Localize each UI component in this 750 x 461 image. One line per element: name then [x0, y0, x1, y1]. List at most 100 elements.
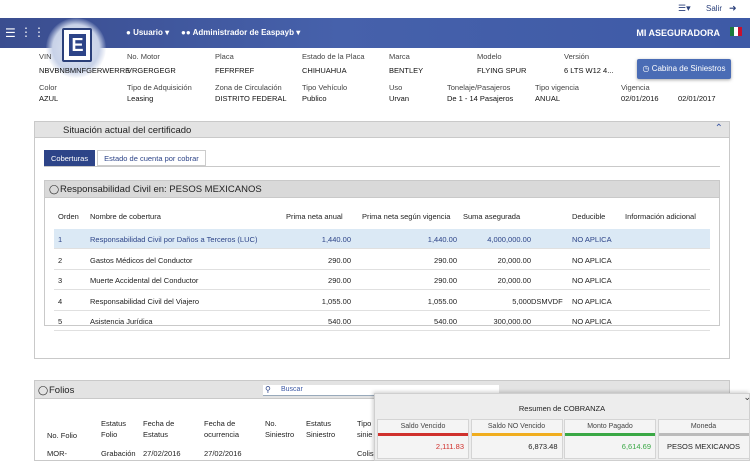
brand-name: MI ASEGURADORA: [636, 28, 720, 38]
cabina-siniestros-button[interactable]: ◷ Cabina de Siniestros: [637, 59, 731, 79]
vehicle-field-value: Leasing: [127, 94, 154, 103]
cobranza-column-label: Monto Pagado: [587, 423, 633, 430]
table-cell: 300,000.00: [493, 317, 531, 326]
vehicle-field-label: VIN: [39, 52, 52, 61]
column-header: Prima neta anual: [286, 212, 343, 221]
table-cell: 540.00: [434, 317, 457, 326]
vehicle-field-label: Zona de Circulación: [215, 83, 282, 92]
table-cell: 3: [58, 276, 63, 285]
cobranza-column-label: Saldo Vencido: [400, 423, 446, 430]
vehicle-field-value: FLYING SPUR: [477, 66, 527, 75]
table-cell: Grabación: [101, 449, 136, 458]
cobranza-status-bar: [378, 433, 468, 436]
vehicle-field-value: Urvan: [389, 94, 410, 103]
vehicle-field-value: DISTRITO FEDERAL: [215, 94, 287, 103]
circle-icon: ◯: [49, 184, 60, 194]
table-cell: NO APLICA: [572, 317, 612, 326]
vehicle-field-value: ANUAL: [535, 94, 561, 103]
salir-link[interactable]: Salir: [705, 4, 722, 13]
table-cell: 290.00: [328, 255, 351, 265]
column-header: Deducible: [572, 212, 606, 221]
chevron-down-icon[interactable]: ⌄: [743, 392, 750, 402]
table-cell: 5,000: [512, 296, 531, 306]
table-cell: 1,440.00: [321, 235, 351, 244]
apps-grid-icon[interactable]: ⋮⋮: [20, 25, 46, 39]
app-logo[interactable]: E: [62, 28, 92, 62]
vehicle-field-value: 6 LTS W12 4...: [564, 66, 614, 75]
table-cell: NO APLICA: [572, 235, 612, 244]
situacion-title: Situación actual del certificado: [63, 125, 192, 136]
cobranza-column: Moneda PESOS MEXICANOS: [657, 419, 750, 459]
vehicle-field-label: Placa: [215, 52, 234, 61]
logo-mark-icon: E: [69, 34, 86, 56]
vehicle-field-label: Tipo Vehículo: [302, 83, 348, 92]
table-cell: Gastos Médicos del Conductor: [90, 255, 193, 265]
chevron-up-icon[interactable]: ⌃: [714, 123, 723, 134]
table-cell: 4,000,000.00: [487, 235, 531, 244]
cobranza-column: Saldo NO Vencido 6,873.48: [470, 419, 563, 459]
table-cell: 540.00: [328, 317, 351, 326]
cobranza-summary: ⌄ Resumen de COBRANZA Saldo Vencido 2,111…: [374, 392, 750, 461]
folios-title: Folios: [49, 385, 75, 396]
search-placeholder: Buscar: [281, 386, 303, 393]
table-row[interactable]: 2 Gastos Médicos del Conductor 290.00 290.0…: [54, 250, 710, 270]
logout-icon[interactable]: ➜: [729, 3, 737, 13]
vehicle-field-label: Modelo: [477, 52, 502, 61]
vehicle-field-label: Versión: [564, 52, 590, 61]
column-header: No. Folio: [47, 431, 78, 440]
rc-header: ◯ Responsabilidad Civil en: PESOS MEXICA…: [45, 181, 719, 198]
situacion-header[interactable]: Situación actual del certificado ⌃: [35, 122, 729, 138]
utility-bar: ☰▾ Salir ➜: [0, 0, 750, 18]
table-row[interactable]: 4 Responsabilidad Civil del Viajero 1,055.…: [54, 291, 710, 311]
vehicle-field-label: Tipo vigencia: [535, 83, 579, 92]
admin-menu[interactable]: ●● Administrador de Easpayb ▾: [181, 28, 301, 37]
table-cell: MOR-201610022: [47, 449, 67, 458]
table-cell: 4: [58, 296, 63, 306]
table-row[interactable]: 3 Muerte Accidental del Conductor 290.00 29…: [54, 270, 710, 290]
vehicle-field-label: Tonelaje/Pasajeros: [447, 83, 511, 92]
table-cell: 20,000.00: [497, 276, 531, 285]
tab-coberturas[interactable]: Coberturas: [44, 150, 96, 166]
column-header: Estatus Siniestro: [306, 419, 336, 439]
print-icon[interactable]: ☰▾: [678, 3, 691, 13]
vehicle-field-value: FEFRFREF: [215, 66, 255, 75]
table-cell: 290.00: [434, 255, 457, 265]
users-icon: ●●: [181, 28, 191, 37]
search-icon: ⚲: [265, 385, 271, 394]
table-cell: NO APLICA: [572, 276, 612, 285]
table-row[interactable]: 5 Asistencia Jurídica 540.00 540.00 300,000.…: [54, 311, 710, 331]
tab-estado-cuenta[interactable]: Estado de cuenta por cobrar: [97, 150, 206, 166]
circle-icon: ◯: [38, 385, 49, 395]
table-cell: 20,000.00: [497, 255, 531, 265]
hamburger-menu-icon[interactable]: ☰: [5, 26, 16, 40]
table-cell: 2: [58, 255, 63, 265]
mexico-flag-icon: [730, 27, 742, 36]
cobranza-title: Resumen de COBRANZA: [518, 404, 606, 413]
table-cell: 1,440.00: [427, 235, 457, 244]
vehicle-info: VIN No. Motor Placa Estado de la Placa Marca…: [34, 50, 730, 106]
user-icon: ●: [126, 28, 131, 37]
vehicle-field-value: VRGERGEGR: [127, 66, 176, 75]
clock-icon: ◷: [642, 64, 650, 73]
table-cell: Responsabilidad Civil por Daños a Tercer…: [90, 235, 258, 244]
vehicle-field-value: 02/01/2017: [678, 94, 716, 103]
cobranza-column: Saldo Vencido 2,111.83: [377, 419, 469, 459]
vehicle-field-label: Color: [39, 83, 57, 92]
column-header: Información adicional: [625, 212, 696, 221]
responsabilidad-civil-panel: ◯ Responsabilidad Civil en: PESOS MEXICA…: [44, 180, 720, 331]
vehicle-field-value: De 1 - 14 Pasajeros: [447, 94, 514, 103]
column-header: Fecha de Estatus: [143, 419, 175, 439]
usuario-menu[interactable]: ● Usuario ▾: [126, 28, 170, 37]
table-row[interactable]: 1 Responsabilidad Civil por Daños a Terce…: [54, 229, 710, 249]
table-cell: DSMVDF: [531, 296, 563, 306]
table-cell: 1: [58, 235, 63, 244]
admin-label: Administrador de Easpayb: [192, 28, 294, 37]
vehicle-field-label: No. Motor: [127, 52, 160, 61]
table-cell: Asistencia Jurídica: [90, 317, 153, 326]
vehicle-field-label: Marca: [389, 52, 410, 61]
vehicle-field-value: Publico: [302, 94, 327, 103]
column-header: No. Siniestro: [265, 419, 295, 439]
vehicle-field-value: AZUL: [39, 94, 59, 103]
situacion-panel: Situación actual del certificado ⌃ Cober…: [34, 121, 730, 359]
table-cell: NO APLICA: [572, 296, 612, 306]
